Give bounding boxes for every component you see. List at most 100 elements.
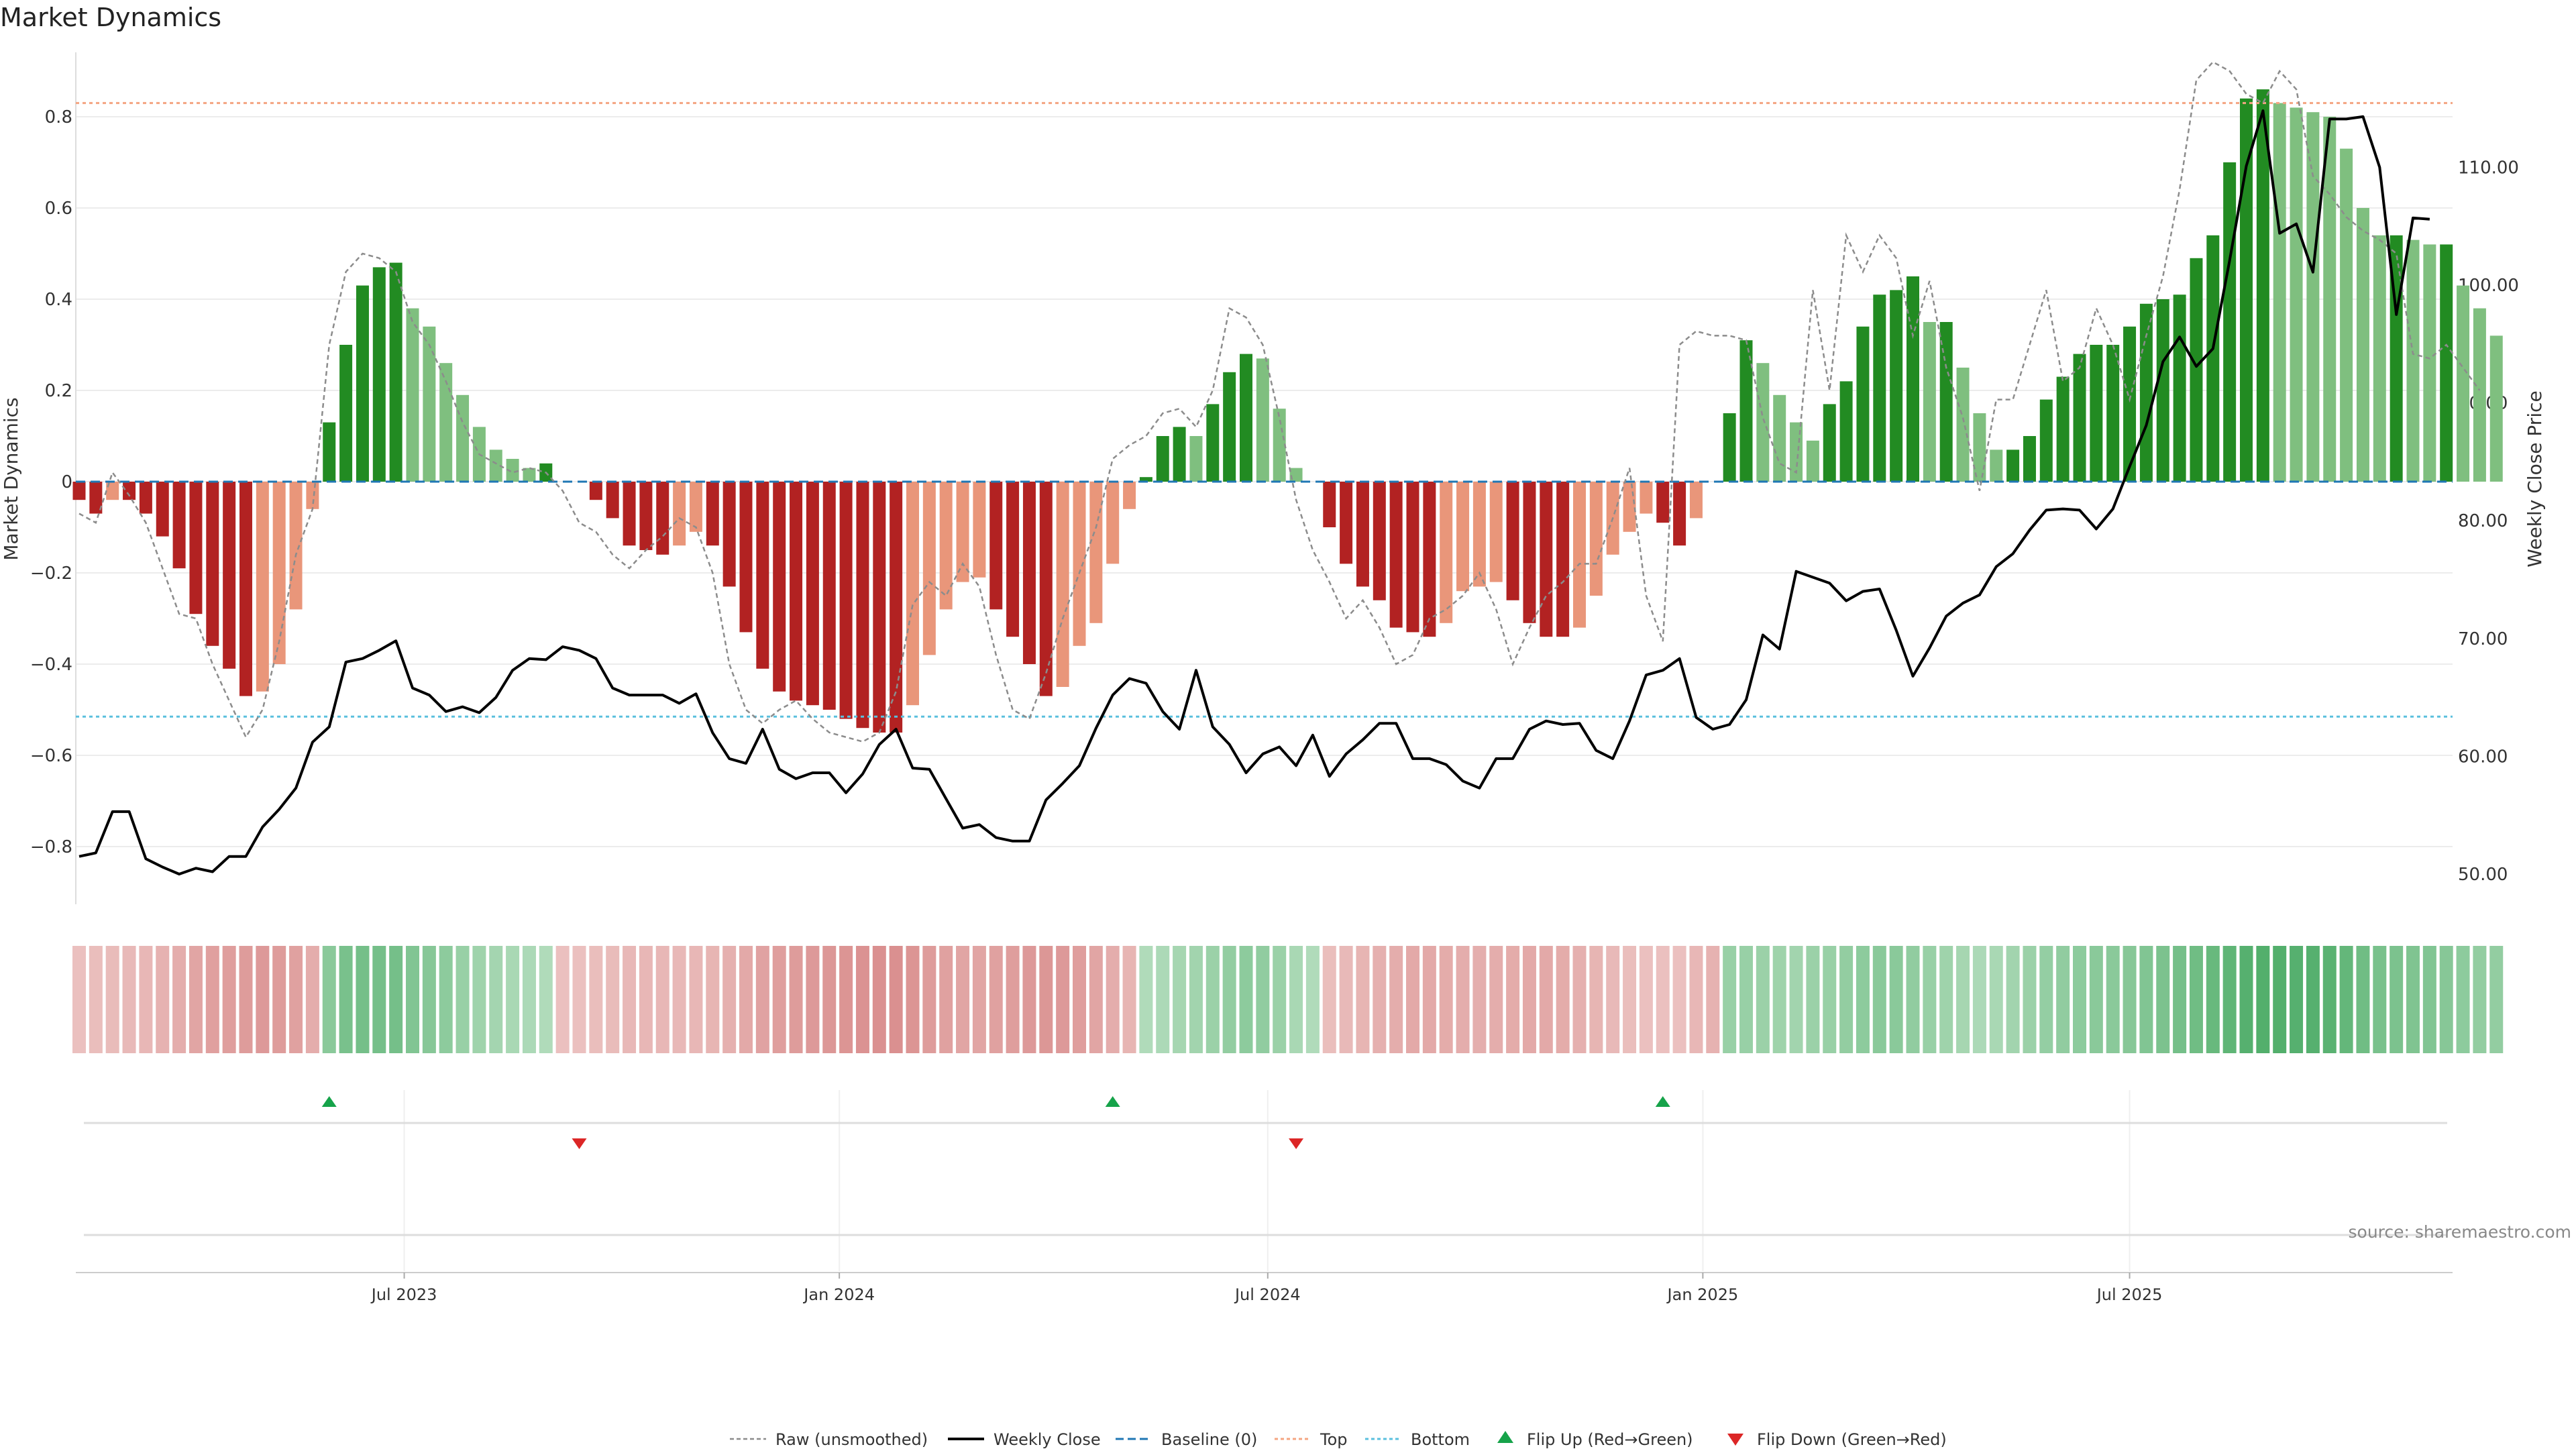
heat-cell xyxy=(372,946,386,1053)
dynamics-bar xyxy=(1990,449,2003,482)
dynamics-bar xyxy=(306,482,319,509)
heat-cell xyxy=(172,946,186,1053)
dynamics-bar xyxy=(372,267,386,482)
heat-cell xyxy=(439,946,453,1053)
dynamics-bar xyxy=(2473,308,2486,482)
dynamics-bar xyxy=(1389,482,1403,628)
heat-cell xyxy=(305,946,319,1053)
left-axis-ticks: 0.8 0.6 0.4 0.2 0 −0.2 −0.4 −0.6 −0.8 xyxy=(30,107,72,857)
dynamics-bar xyxy=(1073,482,1086,646)
dynamics-bar xyxy=(689,482,702,532)
dynamics-bar xyxy=(2023,436,2036,482)
dynamics-bar xyxy=(1123,482,1136,509)
heat-cell xyxy=(1273,946,1287,1053)
dynamics-bar xyxy=(2173,294,2186,482)
dynamics-bar xyxy=(2340,148,2353,482)
dynamics-bar xyxy=(456,394,470,482)
dynamics-bar xyxy=(2440,244,2453,482)
dynamics-bar xyxy=(1973,413,1986,482)
dynamics-bar xyxy=(2090,345,2103,482)
dynamics-bar xyxy=(1956,368,1970,482)
dynamics-bar xyxy=(1823,404,1836,482)
dynamics-bar xyxy=(1923,322,1936,482)
dynamics-bar xyxy=(1223,372,1236,482)
dynamics-bar xyxy=(189,482,203,614)
dynamics-bar xyxy=(1540,482,1553,637)
flip-panel xyxy=(84,1090,2447,1271)
heat-cell xyxy=(1972,946,1986,1053)
dynamics-bar xyxy=(1189,436,1203,482)
heat-cell xyxy=(839,946,853,1053)
dynamics-bar xyxy=(1873,294,1886,482)
heat-cell xyxy=(822,946,837,1053)
dynamics-bar xyxy=(1373,482,1386,600)
heat-cell xyxy=(789,946,803,1053)
dynamics-bar xyxy=(2223,162,2237,482)
heat-cell xyxy=(1739,946,1753,1053)
dynamics-bar xyxy=(656,482,669,555)
dynamics-bar xyxy=(1273,409,1286,482)
heat-cell xyxy=(1039,946,1053,1053)
left-tick-label: −0.2 xyxy=(30,564,72,584)
dynamics-bar xyxy=(2056,376,2070,482)
heat-cell xyxy=(1439,946,1453,1053)
dynamics-bar xyxy=(1907,276,1919,482)
heat-cell xyxy=(572,946,586,1053)
legend-label: Raw (unsmoothed) xyxy=(775,1430,928,1449)
heat-cell xyxy=(2156,946,2170,1053)
dynamics-bar xyxy=(1089,482,1103,623)
dynamics-bar xyxy=(2489,335,2503,482)
dynamics-bar xyxy=(2256,89,2269,482)
dynamics-bar xyxy=(1723,413,1736,482)
dynamics-bar xyxy=(722,482,736,587)
heat-cell xyxy=(2322,946,2337,1053)
dynamics-bar xyxy=(2306,112,2320,482)
heat-cell xyxy=(672,946,686,1053)
heat-cell xyxy=(2290,946,2304,1053)
weekly-close-line xyxy=(78,109,2430,875)
dynamics-bar xyxy=(1673,482,1686,546)
heat-cell xyxy=(589,946,603,1053)
heat-cell xyxy=(272,946,286,1053)
dynamics-bar xyxy=(739,482,753,633)
legend: Raw (unsmoothed) Weekly Close Baseline (0)… xyxy=(730,1430,1947,1449)
heat-cell xyxy=(1872,946,1886,1053)
heat-cell xyxy=(1189,946,1203,1053)
dynamics-bar xyxy=(106,482,119,500)
heat-cell xyxy=(1723,946,1737,1053)
dynamics-bar xyxy=(1756,363,1770,482)
dynamics-bar xyxy=(1506,482,1519,600)
legend-label: Bottom xyxy=(1411,1430,1470,1449)
heat-cell xyxy=(2356,946,2370,1053)
heat-cell xyxy=(1623,946,1637,1053)
heat-cell xyxy=(689,946,703,1053)
dynamics-bar xyxy=(2290,107,2303,482)
dynamics-bar xyxy=(256,482,269,692)
heat-cell xyxy=(1373,946,1387,1053)
dynamics-bar xyxy=(123,482,136,500)
dynamics-bar xyxy=(1689,482,1703,519)
heat-cell xyxy=(1923,946,1937,1053)
heat-cell xyxy=(472,946,486,1053)
flip-up-marker xyxy=(1655,1096,1670,1107)
dynamics-bar xyxy=(922,482,936,655)
dynamics-bar xyxy=(589,482,602,500)
heat-cell xyxy=(2073,946,2086,1053)
heat-cell xyxy=(1205,946,1220,1053)
heat-cell xyxy=(772,946,786,1053)
heat-cell xyxy=(2339,946,2353,1053)
dynamics-bar xyxy=(1739,340,1753,482)
dynamics-bar xyxy=(1640,482,1653,514)
heat-cell xyxy=(2373,946,2387,1053)
dynamics-bar xyxy=(1356,482,1369,587)
heat-cell xyxy=(406,946,419,1053)
right-tick-label: 80.00 xyxy=(2458,511,2508,531)
heat-cell xyxy=(1589,946,1603,1053)
dynamics-bar xyxy=(1472,482,1486,587)
dynamics-bar xyxy=(1573,482,1586,628)
x-tick-label: Jul 2024 xyxy=(1234,1285,1301,1304)
left-tick-label: −0.4 xyxy=(30,655,72,675)
heat-cell xyxy=(555,946,570,1053)
heat-cell xyxy=(1022,946,1036,1053)
heat-cell xyxy=(2056,946,2070,1053)
